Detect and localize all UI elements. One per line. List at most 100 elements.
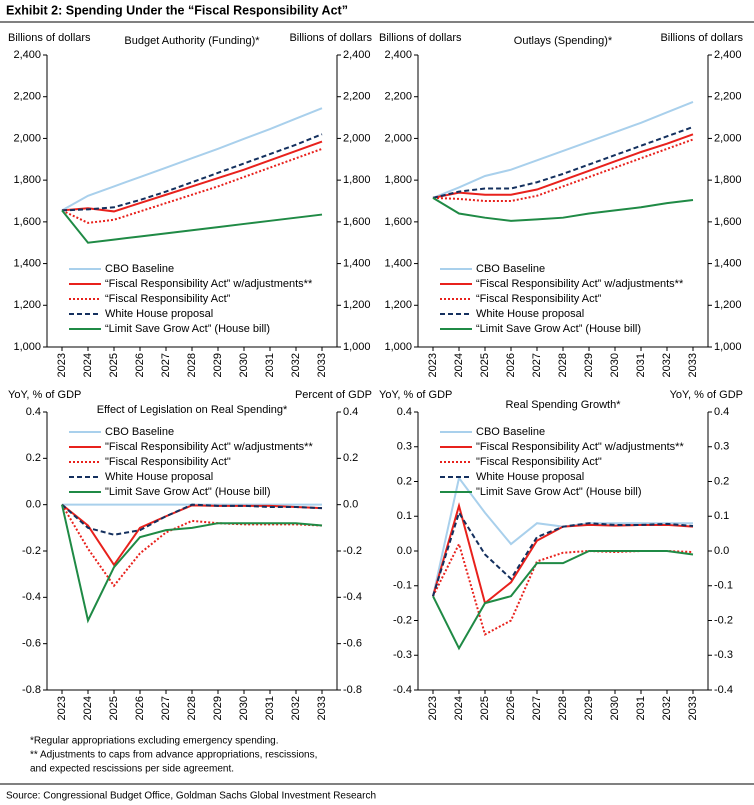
x-tick-label: 2032	[661, 696, 673, 720]
x-tick-label: 2030	[609, 696, 621, 720]
legend-label: CBO Baseline	[476, 426, 545, 438]
series-line	[61, 133, 323, 212]
series-line	[61, 503, 323, 567]
y2-tick-label: 0.0	[714, 545, 729, 557]
y2-tick-label: 1,400	[714, 257, 742, 269]
y-tick-label: 1,800	[13, 174, 41, 186]
y-tick-label: 2,400	[384, 49, 412, 61]
y2-tick-label: 0.4	[714, 406, 729, 418]
y2-tick-label: 1,800	[714, 174, 742, 186]
x-tick-label: 2023	[56, 696, 68, 720]
y-tick-label: 2,200	[13, 91, 41, 103]
x-tick-label: 2028	[186, 696, 198, 720]
series-line	[61, 147, 323, 224]
legend-label: "Fiscal Responsibility Act"	[105, 456, 231, 468]
y2-tick-label: 2,000	[343, 132, 371, 144]
y-tick-label: 1,200	[13, 299, 41, 311]
legend-label: "Fiscal Responsibility Act" w/adjustment…	[105, 441, 313, 453]
y-tick-label: 1,600	[384, 216, 412, 228]
y-axis-label: YoY, % of GDP	[379, 389, 452, 401]
y-tick-label: -0.1	[393, 580, 412, 592]
legend-label: White House proposal	[476, 471, 584, 483]
x-tick-label: 2024	[82, 353, 94, 377]
legend-label: White House proposal	[105, 308, 213, 320]
y2-tick-label: 1,200	[343, 299, 371, 311]
x-tick-label: 2026	[505, 696, 517, 720]
y2-tick-label: 2,200	[714, 91, 742, 103]
series-line	[432, 101, 694, 199]
x-tick-label: 2024	[82, 696, 94, 720]
series-line	[61, 504, 323, 624]
series-line	[432, 138, 694, 202]
y-tick-label: 0.4	[26, 406, 41, 418]
legend-label: White House proposal	[105, 471, 213, 483]
y2-tick-label: -0.6	[343, 638, 362, 650]
series-line	[432, 126, 694, 199]
x-tick-label: 2030	[609, 353, 621, 377]
x-tick-label: 2026	[134, 353, 146, 377]
y2-tick-label: 1,600	[714, 216, 742, 228]
y-tick-label: -0.4	[393, 684, 412, 696]
y-tick-label: -0.2	[22, 545, 41, 557]
y-tick-label: 1,000	[13, 341, 41, 353]
y-tick-label: 2,000	[13, 132, 41, 144]
series-line	[61, 209, 323, 244]
x-tick-label: 2025	[479, 696, 491, 720]
series-line	[432, 197, 694, 222]
footnote: ** Adjustments to caps from advance appr…	[30, 750, 317, 761]
y-tick-label: 1,000	[384, 341, 412, 353]
source: Source: Congressional Budget Office, Gol…	[6, 791, 376, 802]
y-tick-label: 1,400	[13, 257, 41, 269]
y2-tick-label: -0.2	[714, 614, 733, 626]
x-tick-label: 2033	[316, 696, 328, 720]
y2-tick-label: 0.2	[714, 475, 729, 487]
legend-label: White House proposal	[476, 308, 584, 320]
x-tick-label: 2028	[557, 696, 569, 720]
x-tick-label: 2029	[583, 696, 595, 720]
y2-tick-label: -0.4	[343, 591, 362, 603]
series-line	[432, 133, 694, 199]
y2-tick-label: 2,400	[343, 49, 371, 61]
x-tick-label: 2028	[557, 353, 569, 377]
y-tick-label: 1,800	[384, 174, 412, 186]
x-tick-label: 2033	[687, 353, 699, 377]
legend-label: "Fiscal Responsibility Act"	[476, 456, 602, 468]
y-axis-label: Billions of dollars	[8, 32, 91, 44]
series-line	[432, 510, 694, 597]
series-line	[61, 503, 323, 536]
series-line	[61, 504, 323, 588]
legend-label: “Limit Save Grow Act” (House bill)	[476, 323, 641, 335]
x-tick-label: 2033	[687, 696, 699, 720]
y-tick-label: -0.2	[393, 614, 412, 626]
series-line	[432, 550, 694, 651]
x-tick-label: 2029	[212, 353, 224, 377]
legend-label: "Limit Save Grow Act" (House bill)	[476, 486, 642, 498]
y-tick-label: 0.1	[397, 510, 412, 522]
y2-tick-label: 2,400	[714, 49, 742, 61]
x-tick-label: 2031	[264, 353, 276, 377]
legend-label: “Fiscal Responsibility Act” w/adjustment…	[476, 278, 684, 290]
y-tick-label: -0.3	[393, 649, 412, 661]
x-tick-label: 2027	[160, 696, 172, 720]
x-tick-label: 2027	[531, 696, 543, 720]
y-tick-label: 0.2	[397, 475, 412, 487]
x-tick-label: 2025	[108, 353, 120, 377]
y-tick-label: 0.2	[26, 452, 41, 464]
y-axis-label: Billions of dollars	[379, 32, 462, 44]
y-tick-label: 2,400	[13, 49, 41, 61]
x-tick-label: 2031	[635, 696, 647, 720]
y2-tick-label: 1,000	[714, 341, 742, 353]
x-tick-label: 2030	[238, 353, 250, 377]
y2-tick-label: -0.1	[714, 580, 733, 592]
footnote: *Regular appropriations excluding emerge…	[30, 736, 279, 747]
x-tick-label: 2032	[290, 696, 302, 720]
legend-label: CBO Baseline	[105, 263, 174, 275]
header-title: Exhibit 2: Spending Under the “Fiscal Re…	[6, 3, 348, 17]
legend-label: CBO Baseline	[105, 426, 174, 438]
y2-tick-label: 1,800	[343, 174, 371, 186]
y2-tick-label: 0.0	[343, 499, 358, 511]
series-line	[61, 107, 323, 212]
y-tick-label: 2,000	[384, 132, 412, 144]
chart-title: Effect of Legislation on Real Spending*	[97, 404, 288, 416]
